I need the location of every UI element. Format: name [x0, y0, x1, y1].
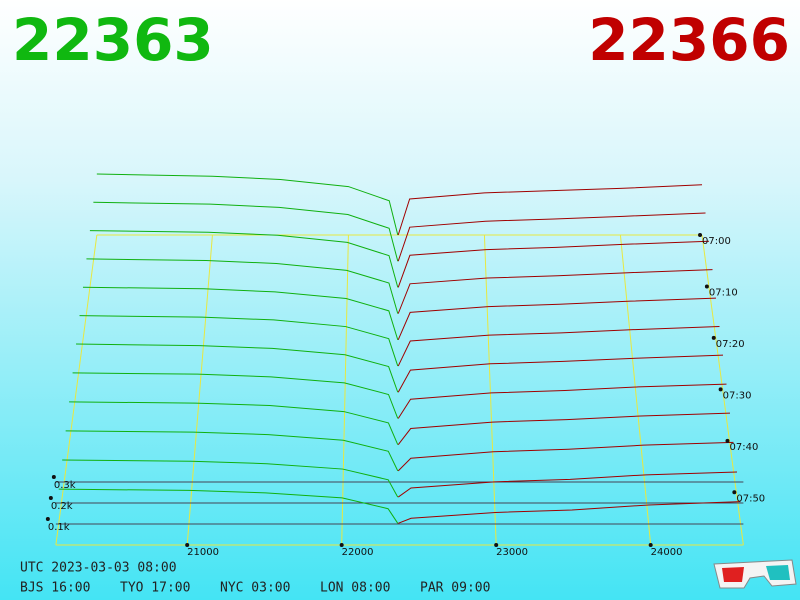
y-tick-label: 0.3k [54, 480, 76, 491]
zone-time: NYC 03:00 [220, 581, 290, 596]
grid-line [619, 234, 652, 546]
bid-price: 22363 [12, 6, 214, 74]
zone-time: BJS 16:00 [20, 581, 90, 596]
ask-depth-line [397, 383, 727, 419]
time-tick-dot [711, 335, 716, 340]
time-tick-label: 07:30 [723, 390, 752, 401]
x-tick-label: 22000 [342, 547, 374, 558]
ask-depth-line [397, 297, 717, 341]
plane-edge [701, 234, 744, 546]
utc-time: UTC 2023-03-03 08:00 [20, 561, 177, 576]
ask-depth-line [397, 412, 731, 445]
grid-line [341, 234, 349, 546]
bid-depth-line [86, 258, 399, 314]
time-tick-dot [718, 387, 723, 392]
ask-price: 22366 [588, 6, 790, 74]
zone-time: PAR 09:00 [420, 581, 490, 596]
bid-depth-line [72, 372, 399, 419]
cyan-lens [766, 565, 790, 580]
x-tick-dot [494, 543, 499, 547]
ask-depth-line [397, 184, 703, 236]
y-tick-dot [48, 496, 53, 500]
time-tick-label: 07:00 [702, 236, 731, 247]
y-tick-label: 0.1k [48, 522, 70, 533]
y-tick-dot [45, 517, 50, 521]
bid-depth-line [58, 488, 399, 524]
y-tick-dot [51, 475, 56, 479]
ask-depth-line [397, 471, 738, 498]
x-tick-label: 24000 [651, 547, 683, 558]
time-tick-dot [725, 438, 730, 443]
time-tick-dot [704, 284, 709, 289]
time-tick-dot [732, 490, 737, 495]
ask-depth-line [397, 269, 713, 314]
plane-edge [55, 234, 98, 546]
3d-glasses-icon[interactable] [713, 559, 797, 589]
bid-depth-line [96, 173, 399, 236]
ask-depth-line [397, 354, 724, 393]
bid-depth-line [76, 343, 399, 393]
bid-depth-line [65, 430, 399, 472]
ask-depth-line [397, 441, 734, 472]
time-tick-label: 07:50 [736, 493, 765, 504]
bid-depth-line [79, 315, 399, 367]
x-tick-dot [185, 543, 190, 547]
bid-depth-line [93, 201, 399, 262]
zone-time: LON 08:00 [320, 581, 390, 596]
x-tick-label: 21000 [187, 547, 219, 558]
ask-depth-line [397, 240, 710, 288]
ask-depth-line [397, 212, 706, 262]
time-tick-label: 07:20 [716, 339, 745, 350]
plot: 21000 22000 23000 24000 0.1k 0.2k 0.3k 07:00 07:… [45, 173, 765, 558]
time-tick-dot [698, 233, 703, 237]
time-tick-label: 07:40 [729, 442, 758, 453]
grid-line [186, 234, 213, 546]
ask-depth-line [397, 326, 720, 367]
bid-depth-line [82, 286, 399, 340]
grid-line [483, 234, 497, 546]
y-tick-label: 0.2k [51, 501, 73, 512]
time-tick-label: 07:10 [709, 287, 738, 298]
red-lens [722, 567, 744, 582]
x-tick-label: 23000 [496, 547, 528, 558]
bid-depth-line [89, 230, 399, 288]
zone-time: TYO 17:00 [120, 581, 190, 596]
bid-depth-line [62, 459, 399, 498]
x-tick-dot [648, 543, 653, 547]
x-tick-dot [339, 543, 344, 547]
bid-depth-line [69, 401, 399, 445]
ask-depth-line [398, 501, 741, 524]
